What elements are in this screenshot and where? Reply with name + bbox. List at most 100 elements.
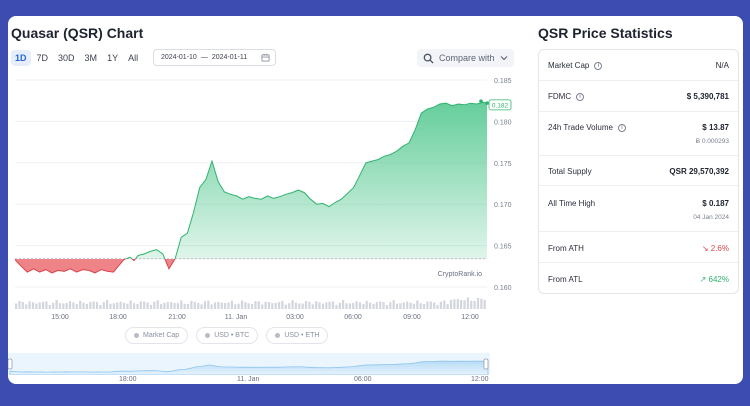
volume-bar: [254, 301, 257, 309]
volume-bar: [119, 301, 122, 309]
navigator-label: 06:00: [354, 376, 372, 383]
volume-bar: [460, 299, 463, 309]
range-1d-button[interactable]: 1D: [11, 50, 31, 66]
volume-bar: [220, 302, 223, 309]
volume-bar: [52, 302, 55, 309]
volume-bar: [237, 303, 240, 309]
navigator-series: [9, 360, 489, 375]
volume-bar: [449, 299, 453, 309]
stat-row-from-ath: From ATH ↘ 2.6%: [539, 232, 738, 263]
stat-label: From ATH: [548, 244, 584, 253]
volume-bar: [136, 303, 139, 309]
volume-bar: [247, 303, 250, 309]
navigator-label: 12:00: [471, 376, 489, 383]
volume-bar: [291, 300, 294, 309]
watermark: CryptoRank.io: [438, 271, 482, 278]
y-tick-label: 0.165: [494, 244, 512, 251]
volume-bar: [224, 302, 227, 309]
volume-bar: [365, 300, 368, 309]
range-30d-button[interactable]: 30D: [58, 53, 75, 63]
range-7d-button[interactable]: 7D: [36, 53, 49, 63]
volume-bar: [294, 302, 297, 309]
volume-bar: [379, 301, 382, 309]
date-range-picker[interactable]: 2024-01-10 — 2024-01-11: [153, 49, 276, 66]
volume-bar: [419, 303, 422, 309]
stats-table: Market Cap i N/A FDMC i $ 5,390,781 24h Tr…: [538, 49, 739, 294]
volume-bar: [106, 300, 109, 309]
info-icon[interactable]: i: [617, 123, 626, 132]
stat-label: All Time High: [548, 199, 596, 208]
stat-label: Total Supply: [548, 167, 592, 176]
range-1y-button[interactable]: 1Y: [107, 53, 119, 63]
volume-bar: [85, 303, 88, 309]
volume-bar: [443, 300, 446, 309]
volume-bar: [271, 303, 274, 309]
volume-bar: [375, 301, 378, 309]
stat-label: From ATL: [548, 275, 583, 284]
legend-label: USD • BTC: [214, 332, 250, 339]
legend-usd-btc[interactable]: USD • BTC: [196, 327, 259, 344]
stat-row-market-cap: Market Cap i N/A: [539, 50, 738, 81]
volume-bar: [45, 301, 48, 309]
legend-market-cap[interactable]: Market Cap: [125, 327, 189, 344]
volume-bar: [55, 300, 58, 309]
volume-bar: [197, 302, 200, 309]
volume-bar: [149, 304, 153, 309]
calendar-icon: [261, 53, 270, 62]
stat-value: $ 13.87: [702, 123, 729, 132]
volume-bar: [173, 302, 176, 309]
compare-label: Compare with: [439, 53, 495, 63]
volume-bar: [335, 304, 338, 309]
stat-value: N/A: [715, 61, 729, 70]
volume-bar: [21, 301, 24, 309]
volume-bar: [153, 301, 156, 309]
x-tick-label: 06:00: [344, 314, 362, 321]
stat-value: $ 0.187: [702, 199, 729, 208]
range-all-button[interactable]: All: [128, 53, 139, 63]
volume-bar: [399, 303, 402, 309]
legend-usd-eth[interactable]: USD • ETH: [266, 327, 329, 344]
volume-bar: [318, 302, 321, 309]
stat-subvalue: 04 Jan 2024: [693, 214, 729, 221]
volume-bar: [389, 302, 392, 309]
x-tick-label: 12:00: [461, 314, 479, 321]
x-tick-label: 11. Jan: [225, 314, 248, 321]
volume-bar: [456, 298, 459, 309]
volume-bar: [470, 300, 473, 309]
legend-dot: [134, 333, 139, 338]
volume-bar: [345, 303, 348, 309]
volume-bar: [352, 302, 355, 309]
last-price-label: 0.182: [492, 102, 509, 109]
volume-bar: [62, 303, 65, 309]
compare-with-dropdown[interactable]: Compare with: [417, 49, 514, 67]
navigator-handle-left[interactable]: [8, 358, 13, 370]
volume-bar: [170, 302, 173, 309]
volume-bar: [416, 300, 419, 309]
price-area-up: [125, 102, 487, 259]
stats-title: QSR Price Statistics: [538, 25, 673, 41]
chevron-down-icon: [500, 56, 508, 61]
volume-bar: [315, 301, 318, 309]
info-icon[interactable]: i: [594, 61, 603, 70]
y-tick-label: 0.175: [494, 161, 512, 168]
volume-bar: [15, 303, 18, 309]
range-3m-button[interactable]: 3M: [84, 53, 98, 63]
info-icon[interactable]: i: [576, 92, 585, 101]
volume-bar: [240, 300, 244, 309]
volume-bar: [483, 299, 486, 309]
volume-bar: [163, 302, 166, 309]
volume-bar: [348, 303, 351, 309]
volume-bar: [396, 303, 399, 309]
range-navigator[interactable]: [8, 353, 490, 375]
volume-bar: [406, 301, 409, 309]
volume-bar: [311, 304, 314, 309]
volume-bar: [160, 304, 163, 309]
date-separator: —: [200, 54, 208, 61]
volume-bar: [372, 303, 375, 309]
x-tick-label: 03:00: [286, 314, 304, 321]
volume-bar: [38, 302, 41, 309]
volume-bar: [99, 304, 102, 309]
price-chart[interactable]: 0.160 0.165 0.170 0.175 0.180 0.185 15:00 18:00…: [8, 16, 743, 384]
stat-label: 24h Trade Volume i: [548, 123, 626, 132]
navigator-handle-right[interactable]: [483, 358, 489, 370]
